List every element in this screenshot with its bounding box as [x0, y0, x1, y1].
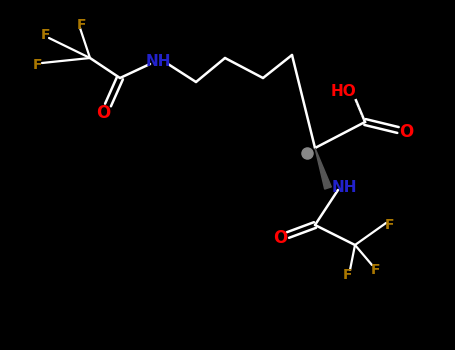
Text: HO: HO [330, 84, 356, 99]
Text: NH: NH [145, 55, 171, 70]
Text: F: F [385, 218, 395, 232]
Text: F: F [370, 263, 380, 277]
Text: NH: NH [331, 181, 357, 196]
Text: F: F [33, 58, 43, 72]
Text: O: O [273, 229, 287, 247]
Text: O: O [96, 104, 110, 122]
Text: F: F [343, 268, 353, 282]
Text: F: F [77, 18, 87, 32]
Text: O: O [399, 123, 413, 141]
Text: F: F [40, 28, 50, 42]
Polygon shape [315, 148, 331, 189]
